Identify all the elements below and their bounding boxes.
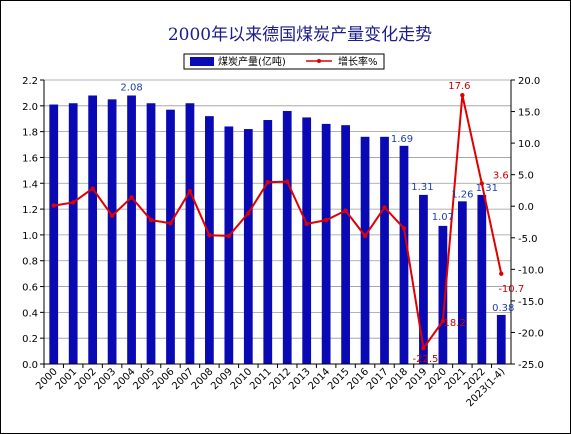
data-labels: 2.081.691.311.071.261.310.38-22.5-18.217… <box>120 81 524 365</box>
line-point <box>51 203 56 208</box>
bar <box>399 145 409 364</box>
y-right-tick-label: -10.0 <box>518 265 544 276</box>
bar <box>205 116 214 365</box>
bar <box>166 109 175 364</box>
line-point <box>343 208 348 213</box>
y-left-tick-label: 1.6 <box>22 153 38 164</box>
bar <box>49 104 59 364</box>
bar <box>419 194 428 364</box>
y-right-tick-label: 10.0 <box>518 139 540 150</box>
bar <box>302 117 312 364</box>
bar-value-label: 1.26 <box>451 189 473 200</box>
legend-bar-swatch <box>190 57 214 66</box>
line-point <box>70 200 76 205</box>
line-value-label: -18.2 <box>440 318 466 329</box>
bar <box>68 103 78 365</box>
legend-bar-label: 煤炭产量(亿吨) <box>218 55 286 68</box>
line-point <box>421 346 426 351</box>
bar <box>107 99 117 364</box>
bar <box>146 103 156 365</box>
line-point <box>323 217 329 223</box>
y-left-tick-label: 0.4 <box>22 308 38 319</box>
legend-line-marker <box>317 59 321 63</box>
bar <box>88 95 98 364</box>
line-point <box>207 233 212 238</box>
y-right-tick-label: 5.0 <box>518 171 534 182</box>
line-point <box>187 188 193 194</box>
y-right-tick-label: -15.0 <box>518 297 544 308</box>
line-point <box>90 186 95 191</box>
line-point <box>109 213 115 218</box>
growth-rate-line <box>53 94 503 351</box>
line-point <box>304 221 309 227</box>
y-left-tick-label: 0.2 <box>22 334 38 345</box>
line-point <box>226 233 232 239</box>
bar <box>496 314 506 364</box>
line-point <box>148 217 154 223</box>
bar <box>360 136 370 364</box>
y-left-tick-label: 1.4 <box>22 179 38 190</box>
y-right-tick-label: -25.0 <box>518 360 544 371</box>
bar <box>438 225 448 364</box>
line-point <box>129 195 134 200</box>
bar <box>243 129 253 364</box>
y-left-tick-label: 0.8 <box>22 257 38 268</box>
bar <box>127 95 136 364</box>
bar <box>380 136 389 364</box>
line-point <box>401 226 407 231</box>
bar-value-label: 1.07 <box>432 212 454 223</box>
bar-value-label: 1.31 <box>476 183 498 194</box>
line-point <box>246 210 251 216</box>
legend-line-label: 增长率% <box>338 55 378 68</box>
legend: 煤炭产量(亿吨) 增长率% <box>183 53 385 70</box>
line-point <box>285 179 290 184</box>
bar <box>321 123 331 365</box>
bar-value-label: 0.38 <box>492 303 514 314</box>
y-right-tick-label: 0.0 <box>518 202 534 213</box>
line-value-label: 17.6 <box>448 81 470 92</box>
bar-series <box>49 95 506 365</box>
line-value-label: -10.7 <box>498 284 524 295</box>
line-value-label: 3.6 <box>493 171 509 182</box>
bar <box>282 110 292 365</box>
y-right-tick-label: -20.0 <box>518 328 544 339</box>
y-left-tick-label: 0.6 <box>22 283 38 294</box>
bar <box>185 103 195 365</box>
bar-value-label: 1.31 <box>411 182 433 193</box>
bar-value-label: 1.69 <box>391 134 413 145</box>
line-point <box>265 180 270 185</box>
line-value-label: -22.5 <box>413 354 439 365</box>
bar <box>263 120 273 364</box>
bar <box>477 194 487 364</box>
line-point <box>460 92 465 98</box>
line-point <box>440 318 446 324</box>
y-left-tick-label: 2.0 <box>22 102 38 113</box>
y-right-tick-label: 20.0 <box>518 76 540 87</box>
y-left-tick-label: 1.0 <box>22 231 38 242</box>
y-right-tick-label: 15.0 <box>518 108 540 119</box>
y-left-tick-label: 1.8 <box>22 128 38 139</box>
line-point <box>499 271 504 276</box>
bar <box>224 126 234 365</box>
chart-title: 2000年以来德国煤炭产量变化走势 <box>168 25 432 45</box>
y-left-tick-label: 2.2 <box>22 76 38 87</box>
line-series <box>51 92 504 351</box>
line-point <box>479 181 485 186</box>
line-point <box>168 221 173 226</box>
line-point <box>382 205 387 210</box>
legend-box <box>183 53 385 70</box>
bar-value-label: 2.08 <box>120 82 142 93</box>
line-point <box>362 233 368 239</box>
y-left-tick-label: 0.0 <box>22 360 38 371</box>
y-right-tick-label: -5.0 <box>518 234 538 245</box>
bar <box>457 201 467 364</box>
y-left-tick-label: 1.2 <box>22 205 38 216</box>
bar <box>341 125 350 364</box>
